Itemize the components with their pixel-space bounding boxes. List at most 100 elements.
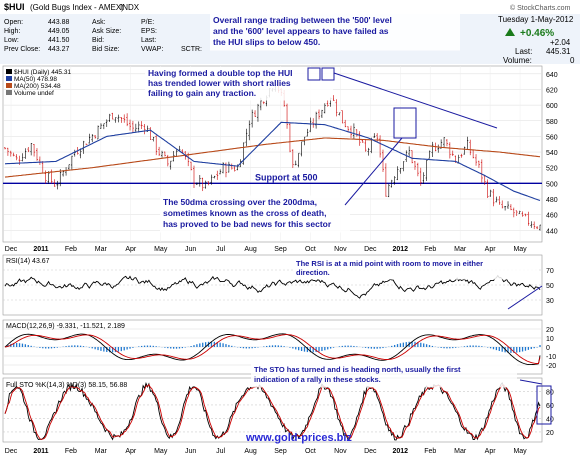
macd-signal-line — [4, 334, 541, 364]
sto-note: indication of a rally in these stocks. — [254, 375, 381, 384]
macd-tick-label: -20 — [546, 363, 556, 370]
legend-swatch — [6, 90, 12, 95]
price-x-label: Feb — [424, 246, 436, 253]
sto-x-label: Mar — [95, 448, 108, 455]
stat-label: High: — [4, 28, 20, 35]
sto-x-label: Feb — [424, 448, 436, 455]
price-x-label: May — [513, 246, 527, 253]
trendline — [333, 72, 498, 129]
sto-pointer — [519, 379, 543, 385]
price-x-label: Nov — [334, 246, 347, 253]
sto-box — [536, 385, 552, 425]
sctr-label: SCTR: — [181, 46, 202, 53]
annotation-cross-bg — [160, 195, 350, 233]
ma200-line — [4, 137, 541, 178]
macd-legend: MACD(12,26,9) -9.331, -11.521, 2.189 — [6, 323, 125, 330]
stat-label: VWAP: — [141, 46, 163, 53]
cross-pointer — [344, 137, 403, 206]
annotation-range: and the '600' level appears to have fail… — [213, 26, 389, 36]
sto-x-label: Dec — [364, 448, 377, 455]
price-tick-label: 620 — [546, 87, 558, 94]
price-tick-label: 500 — [546, 181, 558, 188]
rsi-tick-label: 70 — [546, 268, 554, 275]
price-annotations: Overall range trading between the '500' … — [145, 13, 498, 233]
rsi-legend: RSI(14) 43.67 — [6, 258, 50, 265]
price-x-label: Dec — [364, 246, 377, 253]
rsi-annotation: The RSI is at a mid point with room to m… — [293, 257, 543, 310]
footer-url: www.gold-prices.biz — [245, 432, 352, 444]
rsi-tick-label: 50 — [546, 283, 554, 290]
price-tick-label: 480 — [546, 197, 558, 204]
stat-label: Last: — [141, 37, 156, 44]
stat-label: Open: — [4, 19, 23, 26]
sto-d-line — [4, 383, 541, 440]
cross-box — [393, 107, 417, 139]
annotation-cross: has proved to be bad news for this secto… — [163, 219, 332, 229]
volume-value: 0 — [570, 56, 575, 65]
watermark: © StockCharts.com — [510, 4, 571, 12]
sto-tick-label: 60 — [546, 403, 554, 410]
price-x-label: Apr — [125, 246, 137, 253]
price-tick-label: 580 — [546, 119, 558, 126]
annotation-range: the HUI slips to below 450. — [213, 37, 320, 47]
annotation-range: Overall range trading between the '500' … — [213, 15, 392, 25]
rsi-line — [4, 274, 541, 299]
sto-x-axis: Dec 2011 Feb Mar Apr May Jun Jul Aug Sep Oct Nov Dec… — [5, 448, 527, 455]
sto-x-label: Nov — [334, 448, 347, 455]
legend-label: Volume undef — [14, 90, 54, 97]
price-x-label: Dec — [5, 246, 18, 253]
rsi-panel: 30 50 70 RSI(14) 43.67 The RSI is at a mid… — [2, 254, 554, 316]
sto-x-label: Dec — [5, 448, 18, 455]
last-label: Last: — [515, 47, 532, 56]
sto-x-label: Feb — [65, 448, 77, 455]
stat-value: 449.05 — [48, 28, 70, 35]
sto-x-label: Mar — [454, 448, 467, 455]
macd-line — [4, 333, 541, 366]
price-tick-label: 640 — [546, 72, 558, 79]
price-x-label: Apr — [485, 246, 497, 253]
index-name: (Gold Bugs Index - AMEX) — [30, 3, 124, 12]
annotation-double-top-bg — [145, 66, 333, 101]
sto-x-label: Apr — [485, 448, 497, 455]
double-top-box-1 — [307, 67, 321, 81]
stat-value: 443.27 — [48, 46, 70, 53]
rsi-tick-label: 30 — [546, 298, 554, 305]
ma50-line — [4, 121, 541, 202]
rsi-note-bg — [293, 257, 539, 280]
annotation-double-top: failing to gain any traction. — [148, 88, 256, 98]
stat-label: Ask: — [92, 19, 106, 26]
legend-swatch — [6, 76, 12, 81]
price-tick-label: 600 — [546, 103, 558, 110]
macd-tick-label: -10 — [546, 354, 556, 361]
rsi-note: The RSI is at a mid point with room to m… — [296, 259, 483, 268]
stat-label: Bid: — [92, 37, 104, 44]
macd-tick-label: 0 — [546, 345, 550, 352]
sto-x-label: Oct — [305, 448, 316, 455]
change-pct: +0.46% — [520, 28, 554, 39]
stats-table: Open: 443.88 High: 449.05 Low: 441.50 Prev Clo… — [4, 19, 202, 53]
price-x-axis: Dec 2011 Feb Mar Apr May Jun Jul Aug Sep Oct Nov Dec… — [5, 246, 527, 253]
sto-x-label: 2011 — [33, 448, 48, 455]
last-value: 445.31 — [546, 47, 571, 56]
price-x-label: 2011 — [33, 246, 48, 253]
sto-tick-label: 20 — [546, 430, 554, 437]
legend-swatch — [6, 69, 12, 74]
sto-tick-label: 80 — [546, 389, 554, 396]
sto-x-label: May — [154, 448, 168, 455]
stat-value: 443.88 — [48, 19, 70, 26]
price-x-label: Oct — [305, 246, 316, 253]
symbol: $HUI — [4, 2, 25, 12]
price-x-label: Mar — [454, 246, 467, 253]
support-label: Support at 500 — [255, 172, 318, 182]
price-panel: Support at 500 440 460 480 500 520 540 560 580 6… — [2, 13, 558, 253]
price-x-label: May — [154, 246, 168, 253]
price-x-label: Mar — [95, 246, 108, 253]
sto-x-label: Jul — [216, 448, 225, 455]
up-arrow-icon — [505, 28, 515, 36]
sto-annotation: The STO has turned and is heading north,… — [251, 363, 552, 425]
stat-label: Low: — [4, 37, 19, 44]
price-tick-label: 560 — [546, 134, 558, 141]
macd-tick-label: 10 — [546, 336, 554, 343]
price-tick-label: 440 — [546, 228, 558, 235]
